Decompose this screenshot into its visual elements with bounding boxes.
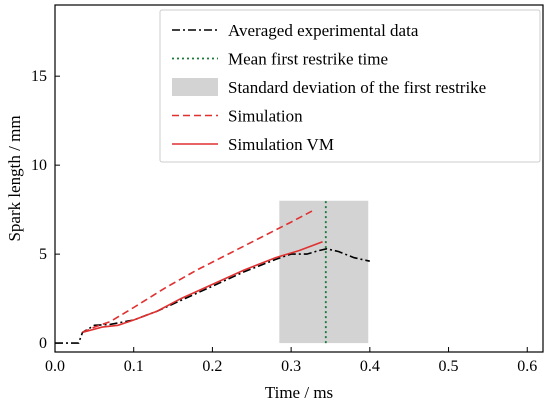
x-tick-label: 0.2 [202, 358, 222, 375]
series-line-3 [82, 208, 316, 334]
x-tick-label: 0.4 [360, 358, 380, 375]
plot-area: 0.0 0.1 0.2 0.3 0.4 0.5 0.6 0 5 10 15 [31, 4, 544, 375]
x-tick-label: 0.1 [124, 358, 144, 375]
x-axis-ticks: 0.0 0.1 0.2 0.3 0.4 0.5 0.6 [45, 347, 537, 375]
x-tick-label: 0.3 [281, 358, 301, 375]
std-deviation-band [279, 200, 369, 344]
legend-entries: Averaged experimental data Mean first res… [172, 21, 486, 154]
y-axis-ticks: 0 5 10 15 [31, 68, 60, 352]
y-tick-label: 5 [39, 246, 47, 263]
legend-entry-label: Simulation VM [228, 135, 334, 154]
series-line-4 [82, 240, 323, 334]
legend: Averaged experimental data Mean first res… [159, 9, 541, 163]
y-axis-label: Spark length / mm [5, 115, 24, 241]
x-axis-label: Time / ms [265, 383, 333, 402]
x-tick-label: 0.6 [517, 358, 537, 375]
plot-frame [54, 4, 544, 353]
legend-box [159, 9, 541, 163]
series-layer [55, 200, 370, 344]
y-tick-label: 10 [31, 157, 47, 174]
legend-entry-label: Simulation [228, 107, 303, 126]
legend-entry-label: Standard deviation of the first restrike [228, 78, 486, 97]
x-tick-label: 0.5 [439, 358, 459, 375]
y-tick-label: 15 [31, 68, 47, 85]
y-tick-label: 0 [39, 335, 47, 352]
legend-entry-label: Averaged experimental data [228, 21, 419, 40]
x-tick-label: 0.0 [45, 358, 65, 375]
legend-entry-label: Mean first restrike time [228, 50, 388, 69]
legend-swatch-band [172, 78, 218, 96]
